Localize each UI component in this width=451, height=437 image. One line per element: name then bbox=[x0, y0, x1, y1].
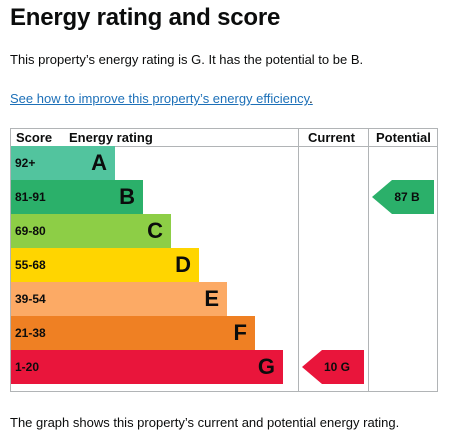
potential-rating-arrow: 87 B bbox=[372, 180, 434, 214]
band-score-f: 21-38 bbox=[11, 316, 61, 350]
current-column-divider bbox=[298, 129, 299, 391]
rating-summary: This property’s energy rating is G. It h… bbox=[10, 52, 364, 67]
band-bar-f: F bbox=[61, 316, 255, 350]
improve-efficiency-link[interactable]: See how to improve this property’s energ… bbox=[10, 91, 313, 106]
header-score: Score bbox=[16, 130, 53, 145]
energy-rating-chart: Score Energy rating Current Potential 92… bbox=[10, 128, 438, 392]
band-score-a: 92+ bbox=[11, 146, 61, 180]
band-bar-g: G bbox=[61, 350, 283, 384]
potential-column-divider bbox=[368, 129, 369, 391]
improve-link-period: . bbox=[309, 91, 313, 106]
chart-header: Score Energy rating Current Potential bbox=[11, 129, 437, 147]
band-bar-e: E bbox=[61, 282, 227, 316]
band-score-b: 81-91 bbox=[11, 180, 61, 214]
band-bar-a: A bbox=[61, 146, 115, 180]
band-bar-b: B bbox=[61, 180, 143, 214]
header-potential: Potential bbox=[376, 130, 431, 145]
band-score-c: 69-80 bbox=[11, 214, 61, 248]
band-score-g: 1-20 bbox=[11, 350, 61, 384]
current-rating-arrow: 10 G bbox=[302, 350, 364, 384]
improve-link-text[interactable]: See how to improve this property’s energ… bbox=[10, 91, 310, 106]
band-score-d: 55-68 bbox=[11, 248, 61, 282]
graph-caption: The graph shows this property’s current … bbox=[10, 415, 400, 430]
band-bar-c: C bbox=[61, 214, 171, 248]
band-score-e: 39-54 bbox=[11, 282, 61, 316]
header-current: Current bbox=[308, 130, 355, 145]
header-energy-rating: Energy rating bbox=[69, 130, 153, 145]
band-bar-d: D bbox=[61, 248, 199, 282]
page-title: Energy rating and score bbox=[10, 4, 281, 31]
